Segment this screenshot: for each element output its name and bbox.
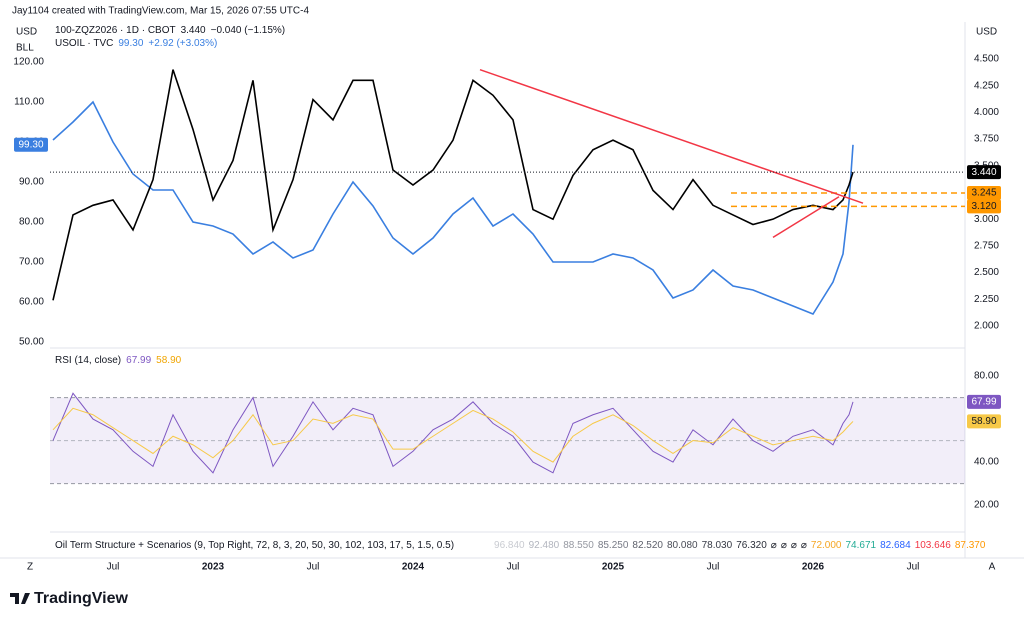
indicator-value: 74.671 [846,540,877,551]
right-unit: USD [976,27,997,38]
rsi-value: 67.99 [126,355,151,366]
price-badge-label: 3.120 [971,201,996,212]
rsi-legend: RSI (14, close) 67.99 58.90 [55,355,182,366]
y2-tick-label: 2.250 [974,294,999,305]
x-tick-label: 2023 [202,562,225,573]
price-badge [967,199,1001,214]
y2-tick-label: 2.750 [974,241,999,252]
indicator: Oil Term Structure + Scenarios (9, Top R… [55,540,986,551]
left-unit: USD [16,27,37,38]
y-tick-label: 80.00 [19,217,44,228]
trend-line [479,68,864,204]
legend-legend-value: 3.440 [181,25,206,36]
x-tick-label: 2024 [402,562,425,573]
indicator-value: 82.684 [880,540,911,551]
x-tick-label: 2025 [602,562,625,573]
legend-name: 100-ZQZ2026 · 1D · CBOT [55,25,176,36]
series-line [52,69,854,301]
indicator-value: 103.646 [915,540,952,551]
price-badge-label: 3.440 [971,167,996,178]
legend-name: USOIL · TVC [55,38,113,49]
indicator-value: 88.550 [563,540,594,551]
indicator-value: ⌀ [801,540,807,551]
y-tick-label: 90.00 [19,177,44,188]
indicator-value: 92.480 [529,540,560,551]
logo: TradingView [10,590,129,607]
left-badge-label: 99.30 [18,139,43,150]
series-line [52,392,854,474]
y2-tick-label: 2.000 [974,321,999,332]
y2-tick-label: 3.000 [974,214,999,225]
credit: Jay1104 created with TradingView.com, Ma… [12,6,309,17]
logo-icon [10,593,30,604]
indicator-value: 85.250 [598,540,629,551]
indicator-value: 72.000 [811,540,842,551]
indicator-value: ⌀ [791,540,797,551]
price-badge-label: 67.99 [971,397,996,408]
indicator-value: ⌀ [781,540,787,551]
x-tick-label: Jul [307,562,320,573]
rsi-title: RSI (14, close) [55,355,121,366]
price-badge [967,186,1001,201]
x-tick-label: Jul [107,562,120,573]
y-tick-label: 40.00 [974,457,999,468]
y2-tick-label: 4.500 [974,54,999,65]
x-end[interactable]: A [989,562,996,573]
indicator-value: ⌀ [771,540,777,551]
y2-tick-label: 3.750 [974,134,999,145]
y-tick-label: 50.00 [19,337,44,348]
rsi-value: 58.90 [156,355,181,366]
price-badge [967,414,1001,429]
legend-legend-value: 99.30 [118,38,143,49]
left-badge [14,137,48,152]
indicator-value: 78.030 [702,540,733,551]
series-line [52,100,854,315]
y-tick-label: 110.00 [14,97,44,108]
brand: TradingView [34,590,129,607]
y-tick-label: 80.00 [974,371,999,382]
x-tick-label: Jul [907,562,920,573]
price-badge [967,394,1001,409]
indicator-value: 82.520 [632,540,663,551]
indicator-value: 96.840 [494,540,525,551]
x-tick-label: Jul [507,562,520,573]
y-tick-label: 20.00 [974,500,999,511]
legend-legend-change: +2.92 (+3.03%) [148,38,217,49]
x-start[interactable]: Z [27,562,33,573]
indicator-value: 80.080 [667,540,698,551]
x-tick-label: 2026 [802,562,825,573]
y-tick-label: 70.00 [19,257,44,268]
y-tick-label: 60.00 [19,297,44,308]
indicator-value: 76.320 [736,540,767,551]
y2-tick-label: 4.000 [974,107,999,118]
y2-tick-label: 4.250 [974,80,999,91]
y2-tick-label: 2.500 [974,267,999,278]
y-tick-label: 120.00 [13,57,44,68]
legend-legend-change: −0.040 (−1.15%) [211,25,286,36]
trend-line [772,196,840,238]
legend-entry: 100-ZQZ2026 · 1D · CBOT 3.440 −0.040 (−1.1… [55,25,285,36]
x-tick-label: Jul [707,562,720,573]
indicator-title: Oil Term Structure + Scenarios (9, Top R… [55,540,454,551]
price-badge-label: 58.90 [971,416,996,427]
indicator-value: 87.370 [955,540,986,551]
price-badge-label: 3.245 [971,188,996,199]
series-line [52,407,854,463]
indicator-legend: Oil Term Structure + Scenarios (9, Top R… [55,540,986,551]
price-badge [967,165,1001,180]
left-unit2: BLL [16,43,34,54]
legend-entry: USOIL · TVC 99.30 +2.92 (+3.03%) [55,38,217,49]
